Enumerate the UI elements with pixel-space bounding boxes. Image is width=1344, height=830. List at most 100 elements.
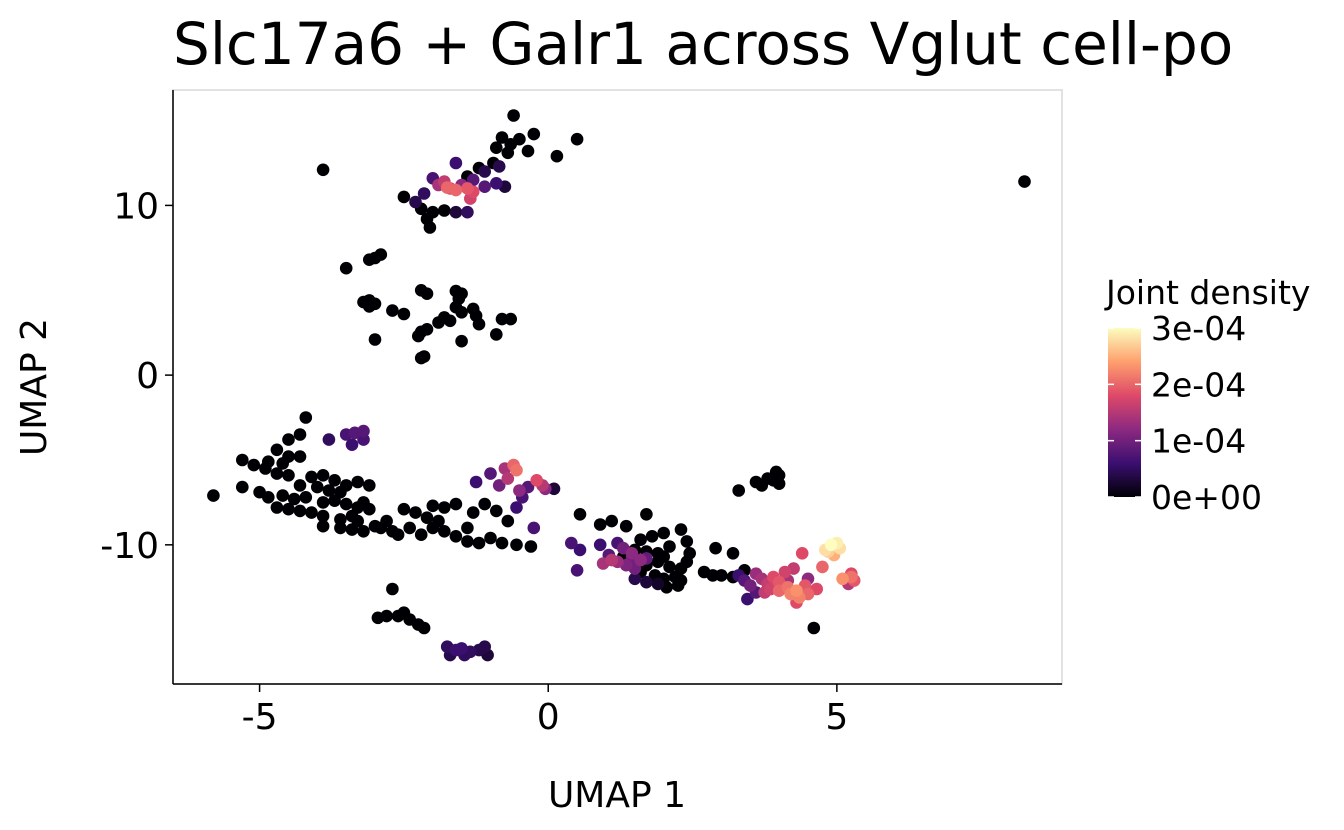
data-point xyxy=(593,538,607,552)
data-point xyxy=(414,528,428,541)
data-point xyxy=(640,508,653,521)
data-point xyxy=(282,502,295,516)
data-point xyxy=(449,205,463,219)
data-point xyxy=(438,501,451,514)
data-point xyxy=(299,411,313,424)
data-point xyxy=(423,221,437,234)
data-point xyxy=(501,514,515,528)
data-point xyxy=(484,467,497,480)
data-point xyxy=(674,523,688,536)
data-point xyxy=(449,156,463,170)
data-point xyxy=(715,569,728,582)
data-point xyxy=(287,492,301,506)
data-point xyxy=(339,497,353,511)
data-point xyxy=(461,535,474,548)
data-point xyxy=(443,314,457,328)
data-point xyxy=(345,438,359,452)
data-point xyxy=(634,553,647,567)
data-point xyxy=(420,287,434,301)
data-point xyxy=(530,474,543,487)
y-axis-ticks: -10 0 10 xyxy=(100,186,173,567)
data-point xyxy=(328,474,341,487)
data-point xyxy=(495,536,509,550)
data-point xyxy=(478,640,492,653)
data-point xyxy=(490,177,503,190)
data-point xyxy=(293,504,307,518)
data-point xyxy=(259,462,272,475)
data-point xyxy=(619,519,633,533)
data-point xyxy=(426,499,440,513)
data-point xyxy=(461,182,474,195)
data-point xyxy=(495,312,509,326)
data-point xyxy=(605,514,618,528)
data-point xyxy=(440,181,454,194)
data-point xyxy=(573,508,587,521)
data-point xyxy=(772,477,786,491)
data-point xyxy=(492,160,506,173)
data-point xyxy=(461,205,474,219)
data-point xyxy=(420,323,434,336)
data-point xyxy=(316,469,330,482)
data-point xyxy=(490,141,503,154)
data-point xyxy=(732,484,745,497)
data-point xyxy=(380,514,393,528)
data-point xyxy=(510,501,523,514)
y-tick-label: -10 xyxy=(100,526,159,567)
data-point xyxy=(501,146,515,160)
data-point xyxy=(293,479,307,492)
data-point xyxy=(651,577,665,591)
x-tick-label: 0 xyxy=(537,697,560,738)
data-point xyxy=(573,543,587,557)
data-point xyxy=(461,521,474,535)
data-point xyxy=(397,502,411,516)
data-point xyxy=(276,457,290,470)
data-point xyxy=(521,144,535,158)
data-point xyxy=(357,424,370,438)
data-point xyxy=(316,519,330,533)
data-point xyxy=(316,509,330,523)
data-point xyxy=(270,467,284,480)
data-point xyxy=(807,621,821,635)
data-point xyxy=(478,165,492,178)
data-point xyxy=(472,536,486,550)
data-point xyxy=(247,458,261,472)
data-point xyxy=(504,312,517,326)
data-point xyxy=(380,609,393,623)
data-point xyxy=(432,514,445,528)
points-layer xyxy=(207,109,1031,662)
data-point xyxy=(570,564,584,577)
data-point xyxy=(363,479,376,492)
legend: Joint density 0e+00 1e-04 2e-04 3e-04 xyxy=(1104,273,1310,517)
data-point xyxy=(345,523,359,536)
data-point xyxy=(409,506,422,519)
data-point xyxy=(640,575,653,589)
data-point xyxy=(510,538,523,552)
data-point xyxy=(316,496,330,509)
data-point xyxy=(293,450,307,463)
data-point xyxy=(449,497,463,511)
data-point xyxy=(755,479,769,492)
data-point xyxy=(322,484,336,497)
data-point xyxy=(305,470,318,484)
data-point xyxy=(472,317,486,331)
data-point xyxy=(412,329,425,343)
data-point xyxy=(510,463,523,477)
data-point xyxy=(282,469,295,482)
data-point xyxy=(490,504,503,518)
data-point xyxy=(550,149,564,163)
data-point xyxy=(513,484,526,497)
y-tick-label: 10 xyxy=(113,186,159,227)
x-tick-label: -5 xyxy=(242,697,278,738)
data-point xyxy=(663,560,676,574)
data-point xyxy=(438,204,451,217)
data-point xyxy=(455,642,468,655)
data-point xyxy=(417,187,431,200)
data-point xyxy=(339,261,353,275)
legend-tick-label: 0e+00 xyxy=(1151,478,1262,517)
data-point xyxy=(363,502,376,516)
data-point xyxy=(836,572,849,586)
x-axis-title: UMAP 1 xyxy=(548,775,686,816)
data-point xyxy=(1018,175,1031,188)
data-point xyxy=(432,316,445,329)
data-point xyxy=(816,560,829,574)
